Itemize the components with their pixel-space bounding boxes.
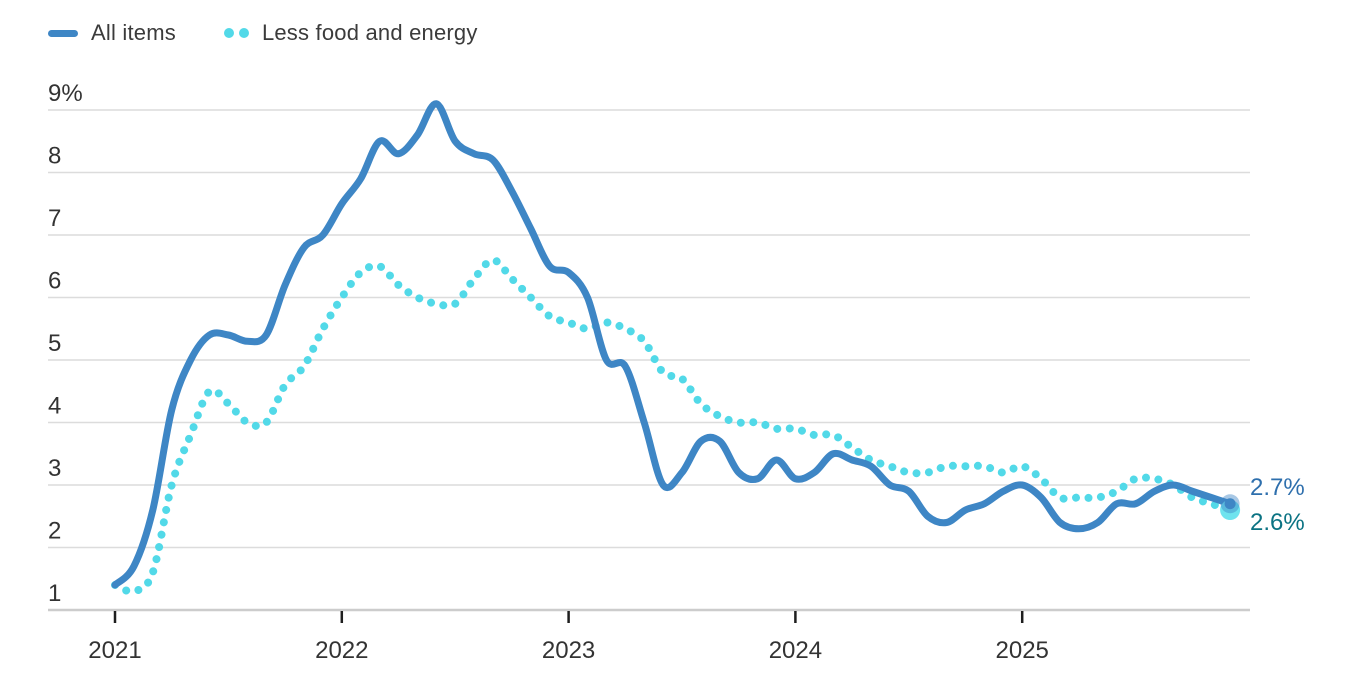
end-value-label-less-food-and-energy: 2.6% — [1250, 509, 1305, 536]
x-axis-label: 2022 — [315, 637, 368, 664]
y-axis-label: 1 — [48, 580, 61, 607]
y-axis-label: 2 — [48, 518, 61, 545]
all-items-end-dot — [1224, 498, 1236, 510]
dotted-line-swatch-icon — [223, 28, 249, 38]
x-axis-label: 2021 — [88, 637, 141, 664]
all-items-line — [111, 100, 1234, 589]
y-axis-label: 6 — [48, 268, 61, 295]
y-axis-label: 7 — [48, 205, 61, 232]
x-axis: 2021 2022 2023 2024 2025 — [88, 611, 1049, 664]
y-axis-label: 4 — [48, 393, 61, 420]
series-lines — [111, 100, 1235, 596]
x-axis-label: 2024 — [769, 637, 822, 664]
less-food-and-energy-line — [111, 255, 1235, 596]
y-axis-labels: 9% 8 7 6 5 4 3 2 1 — [48, 80, 83, 607]
end-value-label-all-items: 2.7% — [1250, 474, 1305, 501]
y-axis-label: 3 — [48, 455, 61, 482]
legend-item-all-items: All items — [48, 20, 176, 46]
y-axis-label: 8 — [48, 143, 61, 170]
legend-item-less-food-and-energy: Less food and energy — [223, 20, 478, 46]
chart-legend: All items Less food and energy — [48, 20, 478, 46]
legend-label-all-items: All items — [91, 20, 176, 45]
y-axis-label: 5 — [48, 330, 61, 357]
solid-line-swatch-icon — [48, 29, 78, 37]
x-axis-label: 2025 — [996, 637, 1049, 664]
x-axis-label: 2023 — [542, 637, 595, 664]
gridlines — [48, 109, 1250, 612]
legend-label-less-food-and-energy: Less food and energy — [261, 20, 478, 45]
y-axis-label: 9% — [48, 80, 83, 107]
latest-value-markers — [1220, 494, 1241, 520]
